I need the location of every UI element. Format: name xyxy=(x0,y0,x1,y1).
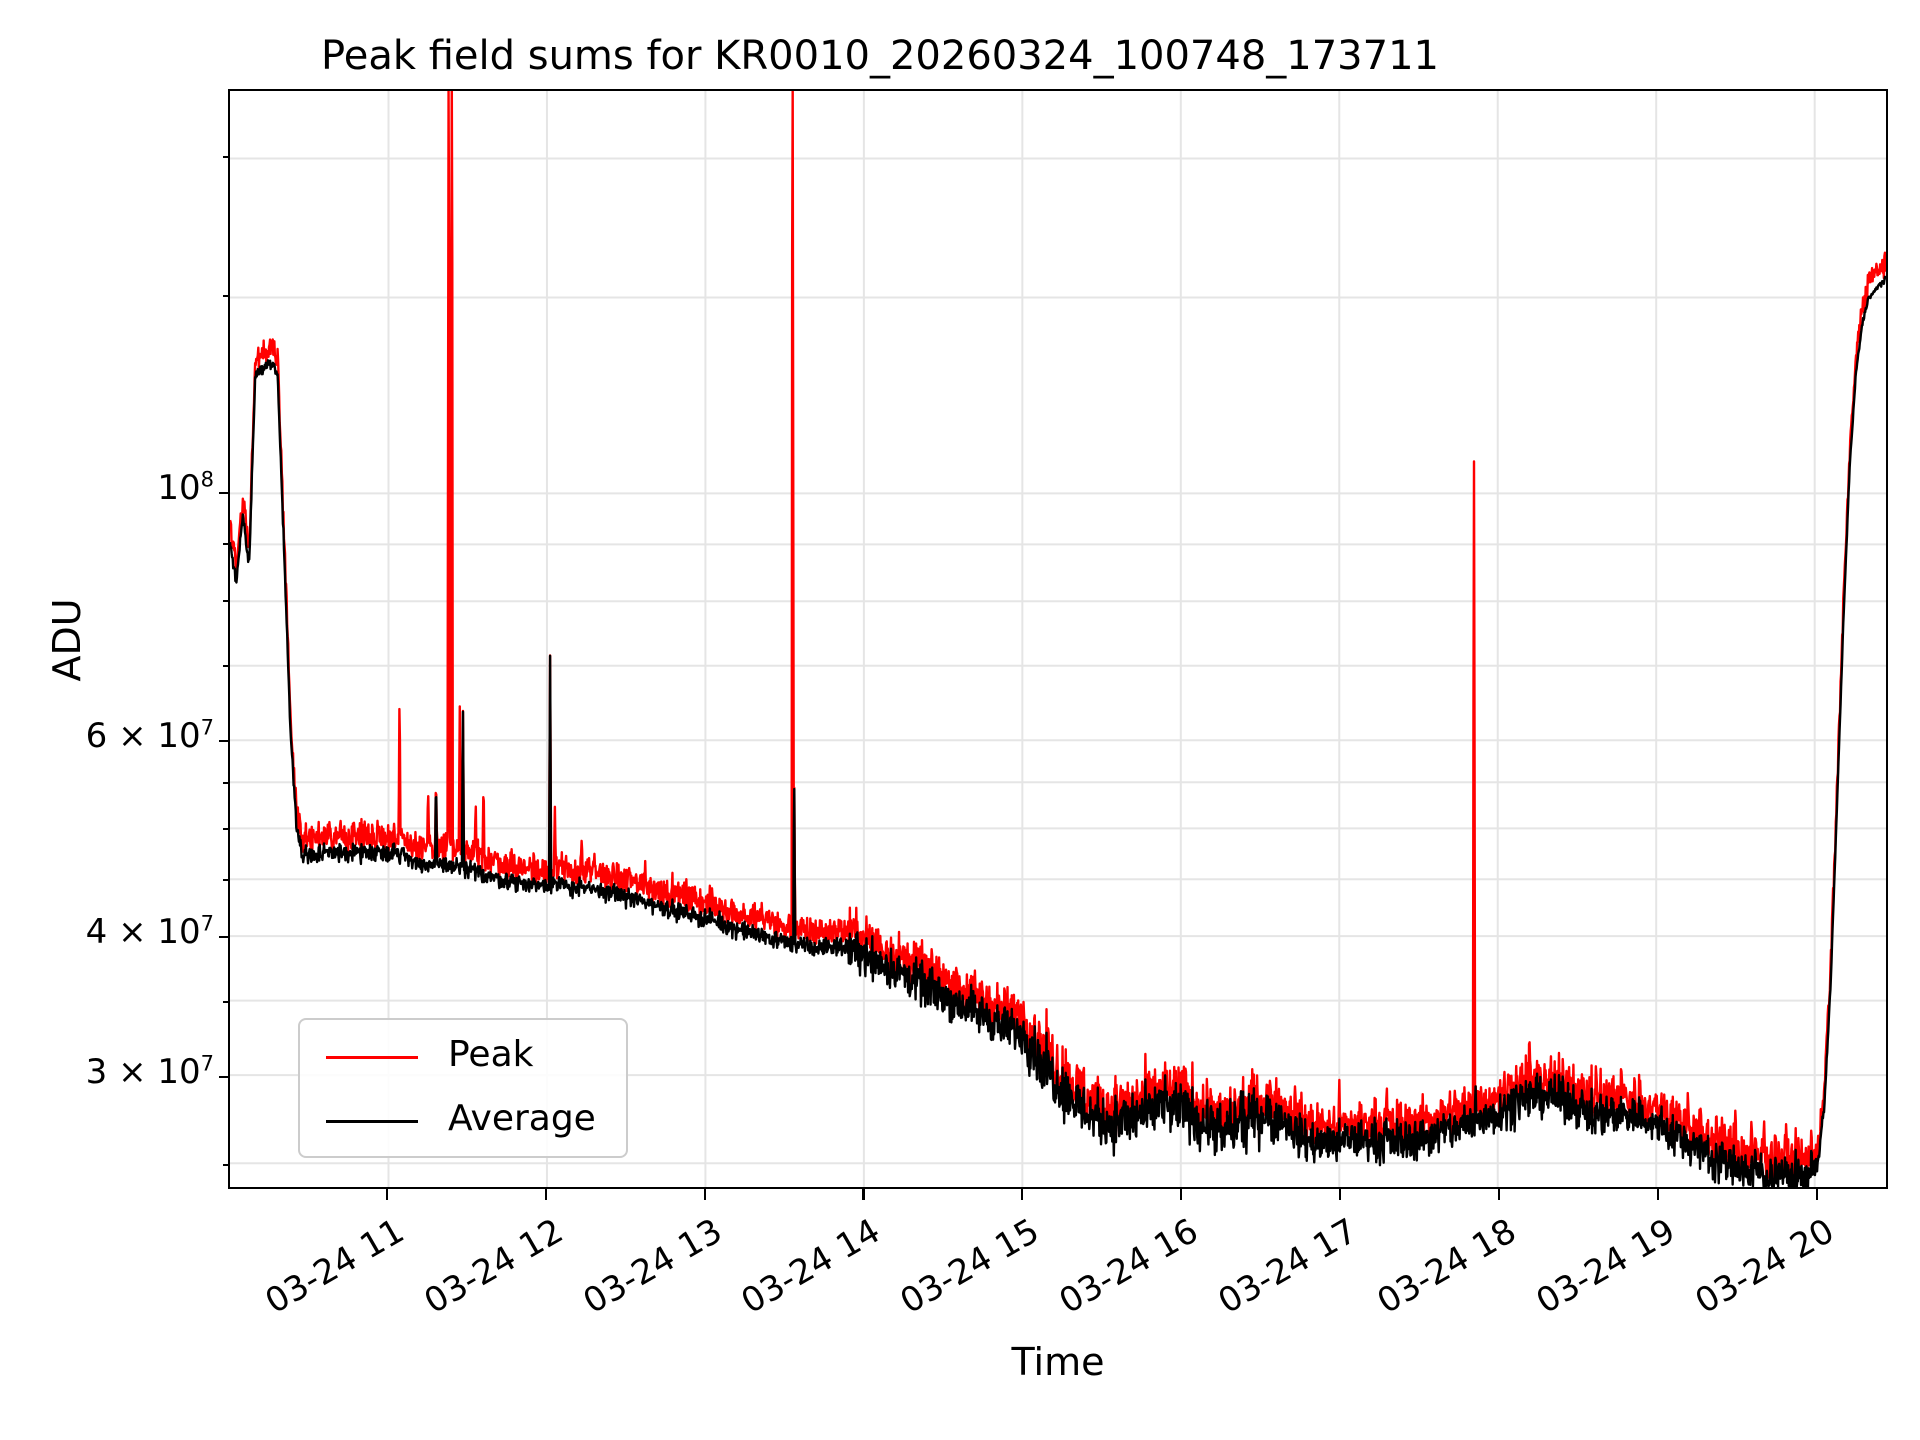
legend-label-average: Average xyxy=(448,1098,596,1139)
y-axis-label: ADU xyxy=(45,598,89,682)
legend-label-peak: Peak xyxy=(448,1034,534,1075)
grid-lines xyxy=(230,91,1886,1187)
x-tick-mark xyxy=(1656,1189,1659,1200)
x-tick-mark xyxy=(1180,1189,1183,1200)
y-tick-label: 3 × 107 xyxy=(85,1051,214,1092)
x-tick-mark xyxy=(862,1189,865,1200)
legend-entry-average: Average xyxy=(300,1092,626,1152)
y-tick-mark xyxy=(219,1075,228,1078)
chart-title: Peak field sums for KR0010_20260324_1007… xyxy=(321,33,1439,79)
x-tick-mark xyxy=(1815,1189,1818,1200)
x-axis-label: Time xyxy=(1011,1340,1105,1384)
y-tick-label: 6 × 107 xyxy=(85,715,214,756)
x-tick-mark xyxy=(1338,1189,1342,1200)
y-tick-label: 4 × 107 xyxy=(85,911,214,953)
y-tick-mark-minor xyxy=(223,542,228,546)
data-series-layer xyxy=(230,91,1886,1187)
x-tick-mark xyxy=(544,1189,547,1200)
series-average xyxy=(230,275,1886,1187)
y-tick-label: 108 xyxy=(157,467,214,508)
legend-swatch-average xyxy=(326,1120,418,1123)
y-tick-mark-minor xyxy=(223,1000,228,1004)
chart-legend: Peak Average xyxy=(298,1018,628,1158)
y-tick-mark xyxy=(219,739,228,742)
plot-area xyxy=(228,89,1888,1189)
legend-swatch-peak xyxy=(326,1056,418,1059)
y-tick-mark-minor xyxy=(223,828,228,831)
y-tick-mark xyxy=(219,491,228,495)
y-tick-mark-minor xyxy=(223,155,228,158)
y-tick-mark-minor xyxy=(223,600,228,603)
y-tick-mark-minor xyxy=(223,295,228,298)
y-tick-mark-minor xyxy=(223,879,228,882)
legend-entry-peak: Peak xyxy=(300,1028,626,1088)
y-tick-mark xyxy=(219,936,228,939)
x-tick-mark xyxy=(1021,1189,1024,1200)
x-tick-mark xyxy=(1497,1189,1500,1200)
x-tick-mark xyxy=(385,1189,389,1200)
y-tick-mark-minor xyxy=(223,664,228,668)
y-tick-mark-minor xyxy=(223,1164,228,1167)
y-tick-mark-minor xyxy=(223,781,228,784)
x-tick-mark xyxy=(703,1189,706,1200)
